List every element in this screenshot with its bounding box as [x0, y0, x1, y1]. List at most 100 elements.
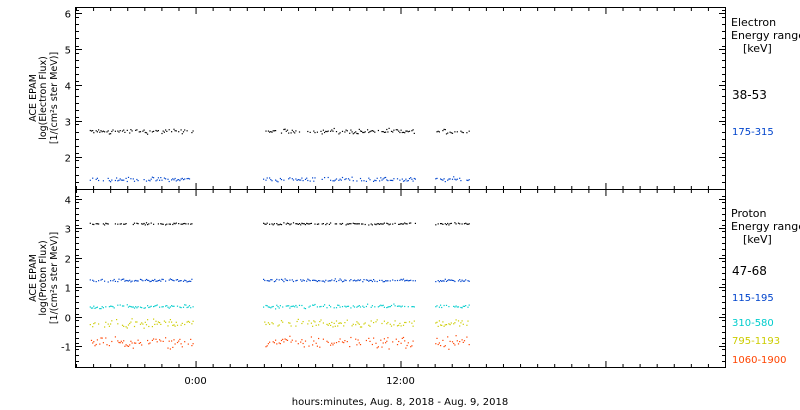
data-point — [137, 223, 139, 225]
data-point — [269, 177, 271, 179]
data-point — [93, 341, 95, 343]
data-point — [278, 224, 280, 226]
data-point — [304, 308, 307, 310]
data-point — [328, 280, 330, 282]
data-point — [191, 132, 193, 134]
data-point — [276, 180, 278, 182]
data-point — [275, 339, 277, 341]
data-point — [450, 322, 452, 324]
data-point — [309, 131, 311, 133]
data-point — [129, 344, 131, 346]
data-point — [393, 129, 395, 131]
data-point — [322, 280, 324, 282]
data-point — [347, 178, 350, 180]
data-point — [387, 337, 389, 339]
data-point — [141, 322, 143, 324]
data-point — [102, 342, 104, 344]
data-point — [442, 339, 444, 341]
data-point — [159, 306, 161, 308]
data-point — [101, 337, 103, 339]
data-point — [303, 346, 305, 348]
data-point — [125, 177, 127, 179]
data-point — [156, 341, 158, 343]
data-point — [187, 280, 189, 283]
data-point — [355, 223, 357, 225]
data-point — [402, 336, 405, 339]
data-point — [465, 222, 467, 224]
data-point — [381, 179, 383, 181]
data-point — [307, 223, 309, 225]
data-point — [319, 346, 321, 348]
data-point — [149, 306, 151, 308]
data-point — [178, 131, 180, 133]
data-point — [359, 326, 362, 328]
data-point — [155, 280, 157, 282]
data-point — [405, 347, 407, 349]
data-point — [297, 179, 299, 181]
data-point — [102, 180, 104, 182]
data-point — [144, 224, 146, 226]
data-point — [385, 280, 387, 282]
data-point — [169, 278, 171, 280]
data-point — [436, 337, 438, 339]
data-point — [301, 280, 303, 282]
data-point — [379, 279, 381, 281]
data-point — [301, 339, 303, 341]
data-point — [453, 176, 455, 178]
data-point — [100, 308, 102, 310]
data-point — [289, 335, 291, 337]
electron-legend-title-1: Electron — [731, 16, 776, 29]
data-point — [438, 320, 440, 322]
data-point — [153, 130, 155, 132]
data-point — [125, 279, 127, 282]
data-point — [451, 132, 454, 134]
data-point — [386, 340, 388, 342]
data-point — [386, 128, 388, 131]
data-point — [441, 179, 443, 181]
data-point — [365, 305, 367, 308]
electron-legend-title-2: Energy range — [731, 29, 800, 42]
data-point — [401, 305, 403, 307]
data-point — [147, 339, 149, 342]
data-point — [136, 307, 138, 309]
data-point — [265, 179, 267, 181]
data-point — [301, 177, 303, 179]
data-point — [462, 132, 464, 134]
data-point — [264, 279, 266, 282]
data-point — [351, 325, 353, 327]
data-point — [301, 304, 303, 307]
data-point — [456, 306, 458, 308]
data-point — [457, 306, 460, 308]
data-point — [313, 279, 315, 281]
data-point — [412, 280, 414, 282]
data-point — [127, 280, 130, 282]
data-point — [313, 340, 315, 342]
data-point — [383, 320, 385, 322]
data-point — [118, 131, 120, 133]
data-point — [310, 336, 312, 338]
data-point — [161, 223, 163, 225]
data-point — [121, 305, 124, 307]
data-point — [282, 306, 284, 308]
y-tick-label: 3 — [65, 118, 71, 129]
data-point — [151, 131, 153, 133]
data-point — [286, 129, 289, 131]
data-point — [405, 321, 407, 324]
data-point — [125, 223, 127, 225]
data-point — [363, 279, 365, 281]
data-point — [301, 322, 303, 325]
y-tick-label: 3 — [65, 225, 71, 236]
data-point — [396, 325, 399, 327]
proton-legend: Proton Energy range [keV] 47-68 115-195 … — [731, 207, 800, 366]
data-point — [466, 179, 468, 181]
data-point — [441, 306, 443, 309]
data-point — [187, 177, 189, 180]
data-point — [440, 223, 442, 225]
data-point — [411, 178, 413, 180]
data-point — [341, 222, 344, 225]
data-point — [438, 281, 440, 283]
data-point — [165, 305, 167, 307]
data-point — [271, 223, 273, 225]
data-point — [331, 321, 333, 323]
data-point — [142, 323, 144, 325]
